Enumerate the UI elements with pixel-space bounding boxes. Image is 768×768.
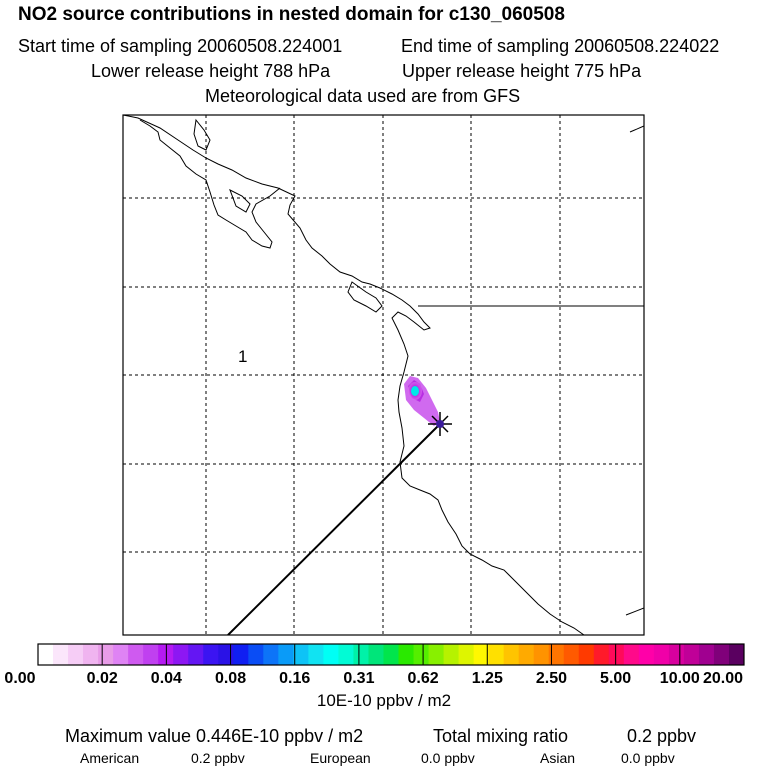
colorbar-swatch <box>323 644 339 665</box>
colorbar-tick-label: 0.00 <box>4 670 36 687</box>
colorbar-swatch <box>188 644 204 665</box>
colorbar-swatch <box>128 644 144 665</box>
colorbar-tick-label: 20.00 <box>702 670 744 687</box>
colorbar-swatch <box>668 644 685 665</box>
american-value: 0.2 ppbv <box>191 750 245 766</box>
colorbar-swatch <box>233 644 249 665</box>
colorbar-swatch <box>488 644 505 665</box>
plume <box>404 376 440 426</box>
colorbar-tick-label: 2.50 <box>535 670 568 687</box>
coastline <box>123 115 644 635</box>
region-label: 1 <box>238 347 247 366</box>
map-frame <box>122 114 645 636</box>
colorbar-swatch <box>173 644 189 665</box>
colorbar-swatch <box>68 644 84 665</box>
european-value: 0.0 ppbv <box>421 750 475 766</box>
colorbar-tick-label: 0.31 <box>343 670 375 687</box>
colorbar-swatch <box>53 644 69 665</box>
colorbar-swatch <box>623 644 640 665</box>
units-label: 10E-10 ppbv / m2 <box>316 691 452 710</box>
colorbar-swatch <box>398 644 415 665</box>
receptor-star-marker <box>428 412 452 436</box>
colorbar-swatch <box>293 644 309 665</box>
colorbar-swatch <box>413 644 430 665</box>
upper-release-label: Upper release height 775 hPa <box>402 61 642 81</box>
colorbar-swatch <box>83 644 99 665</box>
start-time-label: Start time of sampling 20060508.224001 <box>18 36 343 56</box>
colorbar-tick-label: 0.02 <box>86 670 118 687</box>
colorbar-swatch <box>248 644 264 665</box>
end-time-label: End time of sampling 20060508.224022 <box>401 36 720 56</box>
colorbar-swatch <box>518 644 535 665</box>
colorbar-tick-label: 0.04 <box>150 670 182 687</box>
colorbar-swatch <box>113 644 129 665</box>
total-mixing-label: Total mixing ratio <box>433 726 569 746</box>
plot-title: NO2 source contributions in nested domai… <box>18 4 565 25</box>
colorbar-swatch <box>728 644 745 665</box>
european-label: European <box>310 750 371 766</box>
colorbar-swatch <box>143 644 159 665</box>
colorbar-swatch <box>278 644 294 665</box>
colorbar-swatch <box>608 644 625 665</box>
colorbar-tick-label: 5.00 <box>600 670 632 687</box>
colorbar-swatch <box>593 644 610 665</box>
colorbar-swatch <box>308 644 324 665</box>
lower-release-label: Lower release height 788 hPa <box>91 61 331 81</box>
colorbar-swatch <box>698 644 715 665</box>
colorbar-swatch <box>203 644 219 665</box>
colorbar-swatch <box>503 644 520 665</box>
colorbar-swatch <box>263 644 279 665</box>
colorbar-swatch <box>98 644 114 665</box>
colorbar-swatch <box>578 644 595 665</box>
trajectory-line <box>227 423 441 635</box>
colorbar-swatch <box>713 644 730 665</box>
colorbar-swatch <box>563 644 580 665</box>
colorbar-tick-label: 0.08 <box>214 670 247 687</box>
colorbar-swatch <box>383 644 400 665</box>
american-label: American <box>80 750 140 766</box>
colorbar-swatch <box>443 644 460 665</box>
colorbar-swatch <box>653 644 670 665</box>
colorbar-swatch <box>338 644 354 665</box>
colorbar-swatch <box>218 644 234 665</box>
colorbar-swatch <box>368 644 384 665</box>
max-value-label: Maximum value 0.446E-10 ppbv / m2 <box>65 726 364 746</box>
met-data-label: Meteorological data used are from GFS <box>205 86 521 106</box>
colorbar-swatch <box>428 644 445 665</box>
colorbar-tick-label: 0.62 <box>407 670 439 687</box>
colorbar-swatch <box>683 644 700 665</box>
colorbar-tick-label: 1.25 <box>471 670 503 687</box>
colorbar-tick-label: 0.16 <box>279 670 311 687</box>
colorbar-swatch <box>473 644 490 665</box>
gridlines <box>123 115 644 635</box>
colorbar <box>37 643 745 666</box>
colorbar-swatch <box>458 644 475 665</box>
colorbar-swatch <box>548 644 565 665</box>
colorbar-swatch <box>638 644 655 665</box>
total-mixing-value: 0.2 ppbv <box>627 726 697 746</box>
colorbar-frame <box>37 643 745 666</box>
colorbar-swatch <box>38 644 54 665</box>
colorbar-swatch <box>533 644 550 665</box>
asian-label: Asian <box>540 750 576 766</box>
colorbar-tick-label: 10.00 <box>659 670 700 687</box>
asian-value: 0.0 ppbv <box>621 750 675 766</box>
colorbar-swatch <box>353 644 369 665</box>
